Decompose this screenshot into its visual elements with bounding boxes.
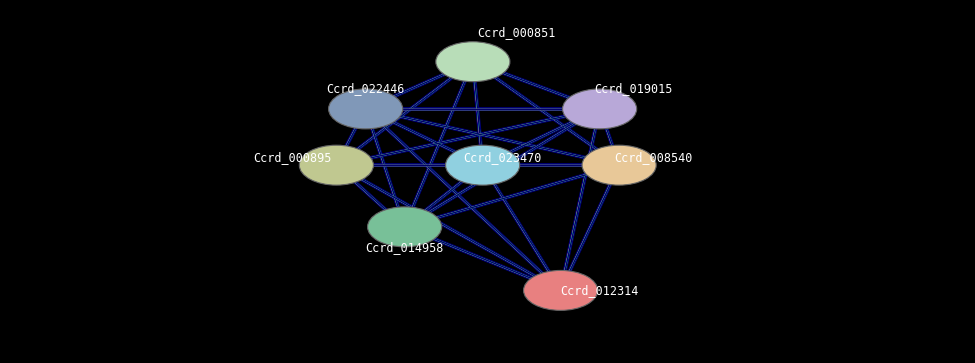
Ellipse shape: [299, 145, 373, 185]
Ellipse shape: [368, 207, 442, 247]
Ellipse shape: [329, 89, 403, 129]
Text: Ccrd_008540: Ccrd_008540: [614, 151, 692, 164]
Text: Ccrd_023470: Ccrd_023470: [463, 151, 541, 164]
Text: Ccrd_022446: Ccrd_022446: [327, 82, 405, 95]
Text: Ccrd_019015: Ccrd_019015: [595, 82, 673, 95]
Text: Ccrd_012314: Ccrd_012314: [561, 284, 639, 297]
Ellipse shape: [582, 145, 656, 185]
Text: Ccrd_000895: Ccrd_000895: [254, 151, 332, 164]
Ellipse shape: [446, 145, 520, 185]
Ellipse shape: [524, 270, 598, 310]
Ellipse shape: [563, 89, 637, 129]
Text: Ccrd_014958: Ccrd_014958: [366, 241, 444, 254]
Text: Ccrd_000851: Ccrd_000851: [478, 26, 556, 39]
Ellipse shape: [436, 42, 510, 82]
